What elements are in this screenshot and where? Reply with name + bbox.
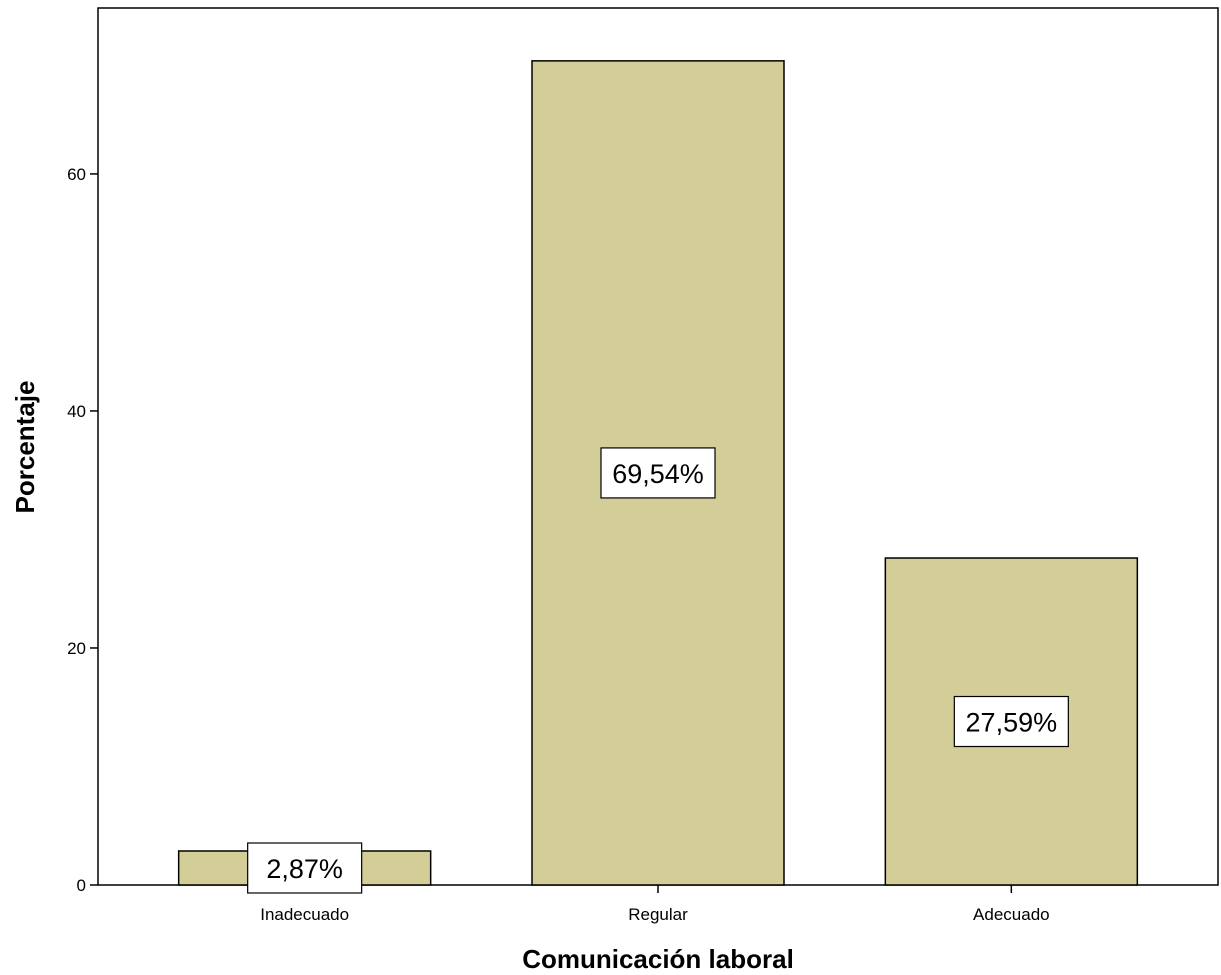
y-tick-label: 40 — [67, 402, 86, 421]
data-label-inadecuado: 2,87% — [247, 842, 363, 894]
data-label-regular: 69,54% — [600, 447, 716, 499]
data-label-box — [600, 447, 716, 499]
data-label-box — [247, 842, 363, 894]
y-axis-title: Porcentaje — [10, 381, 40, 514]
data-label-adecuado: 27,59% — [953, 695, 1069, 748]
x-tick-label: Inadecuado — [260, 905, 349, 924]
x-tick-label: Regular — [628, 905, 688, 924]
x-axis: Inadecuado Regular Adecuado — [260, 885, 1050, 924]
x-axis-title: Comunicación laboral — [522, 944, 794, 974]
data-label-text: 69,54% — [612, 459, 704, 489]
data-label-box — [953, 695, 1069, 748]
data-label-text: 27,59% — [966, 708, 1058, 738]
data-labels: 2,87% 69,54% 27,59% — [247, 447, 1069, 894]
y-tick-label: 0 — [77, 876, 86, 895]
y-axis: 0 20 40 60 — [67, 165, 98, 895]
data-label-text: 2,87% — [266, 854, 343, 884]
x-tick-label: Adecuado — [973, 905, 1050, 924]
y-tick-label: 60 — [67, 165, 86, 184]
y-tick-label: 20 — [67, 639, 86, 658]
